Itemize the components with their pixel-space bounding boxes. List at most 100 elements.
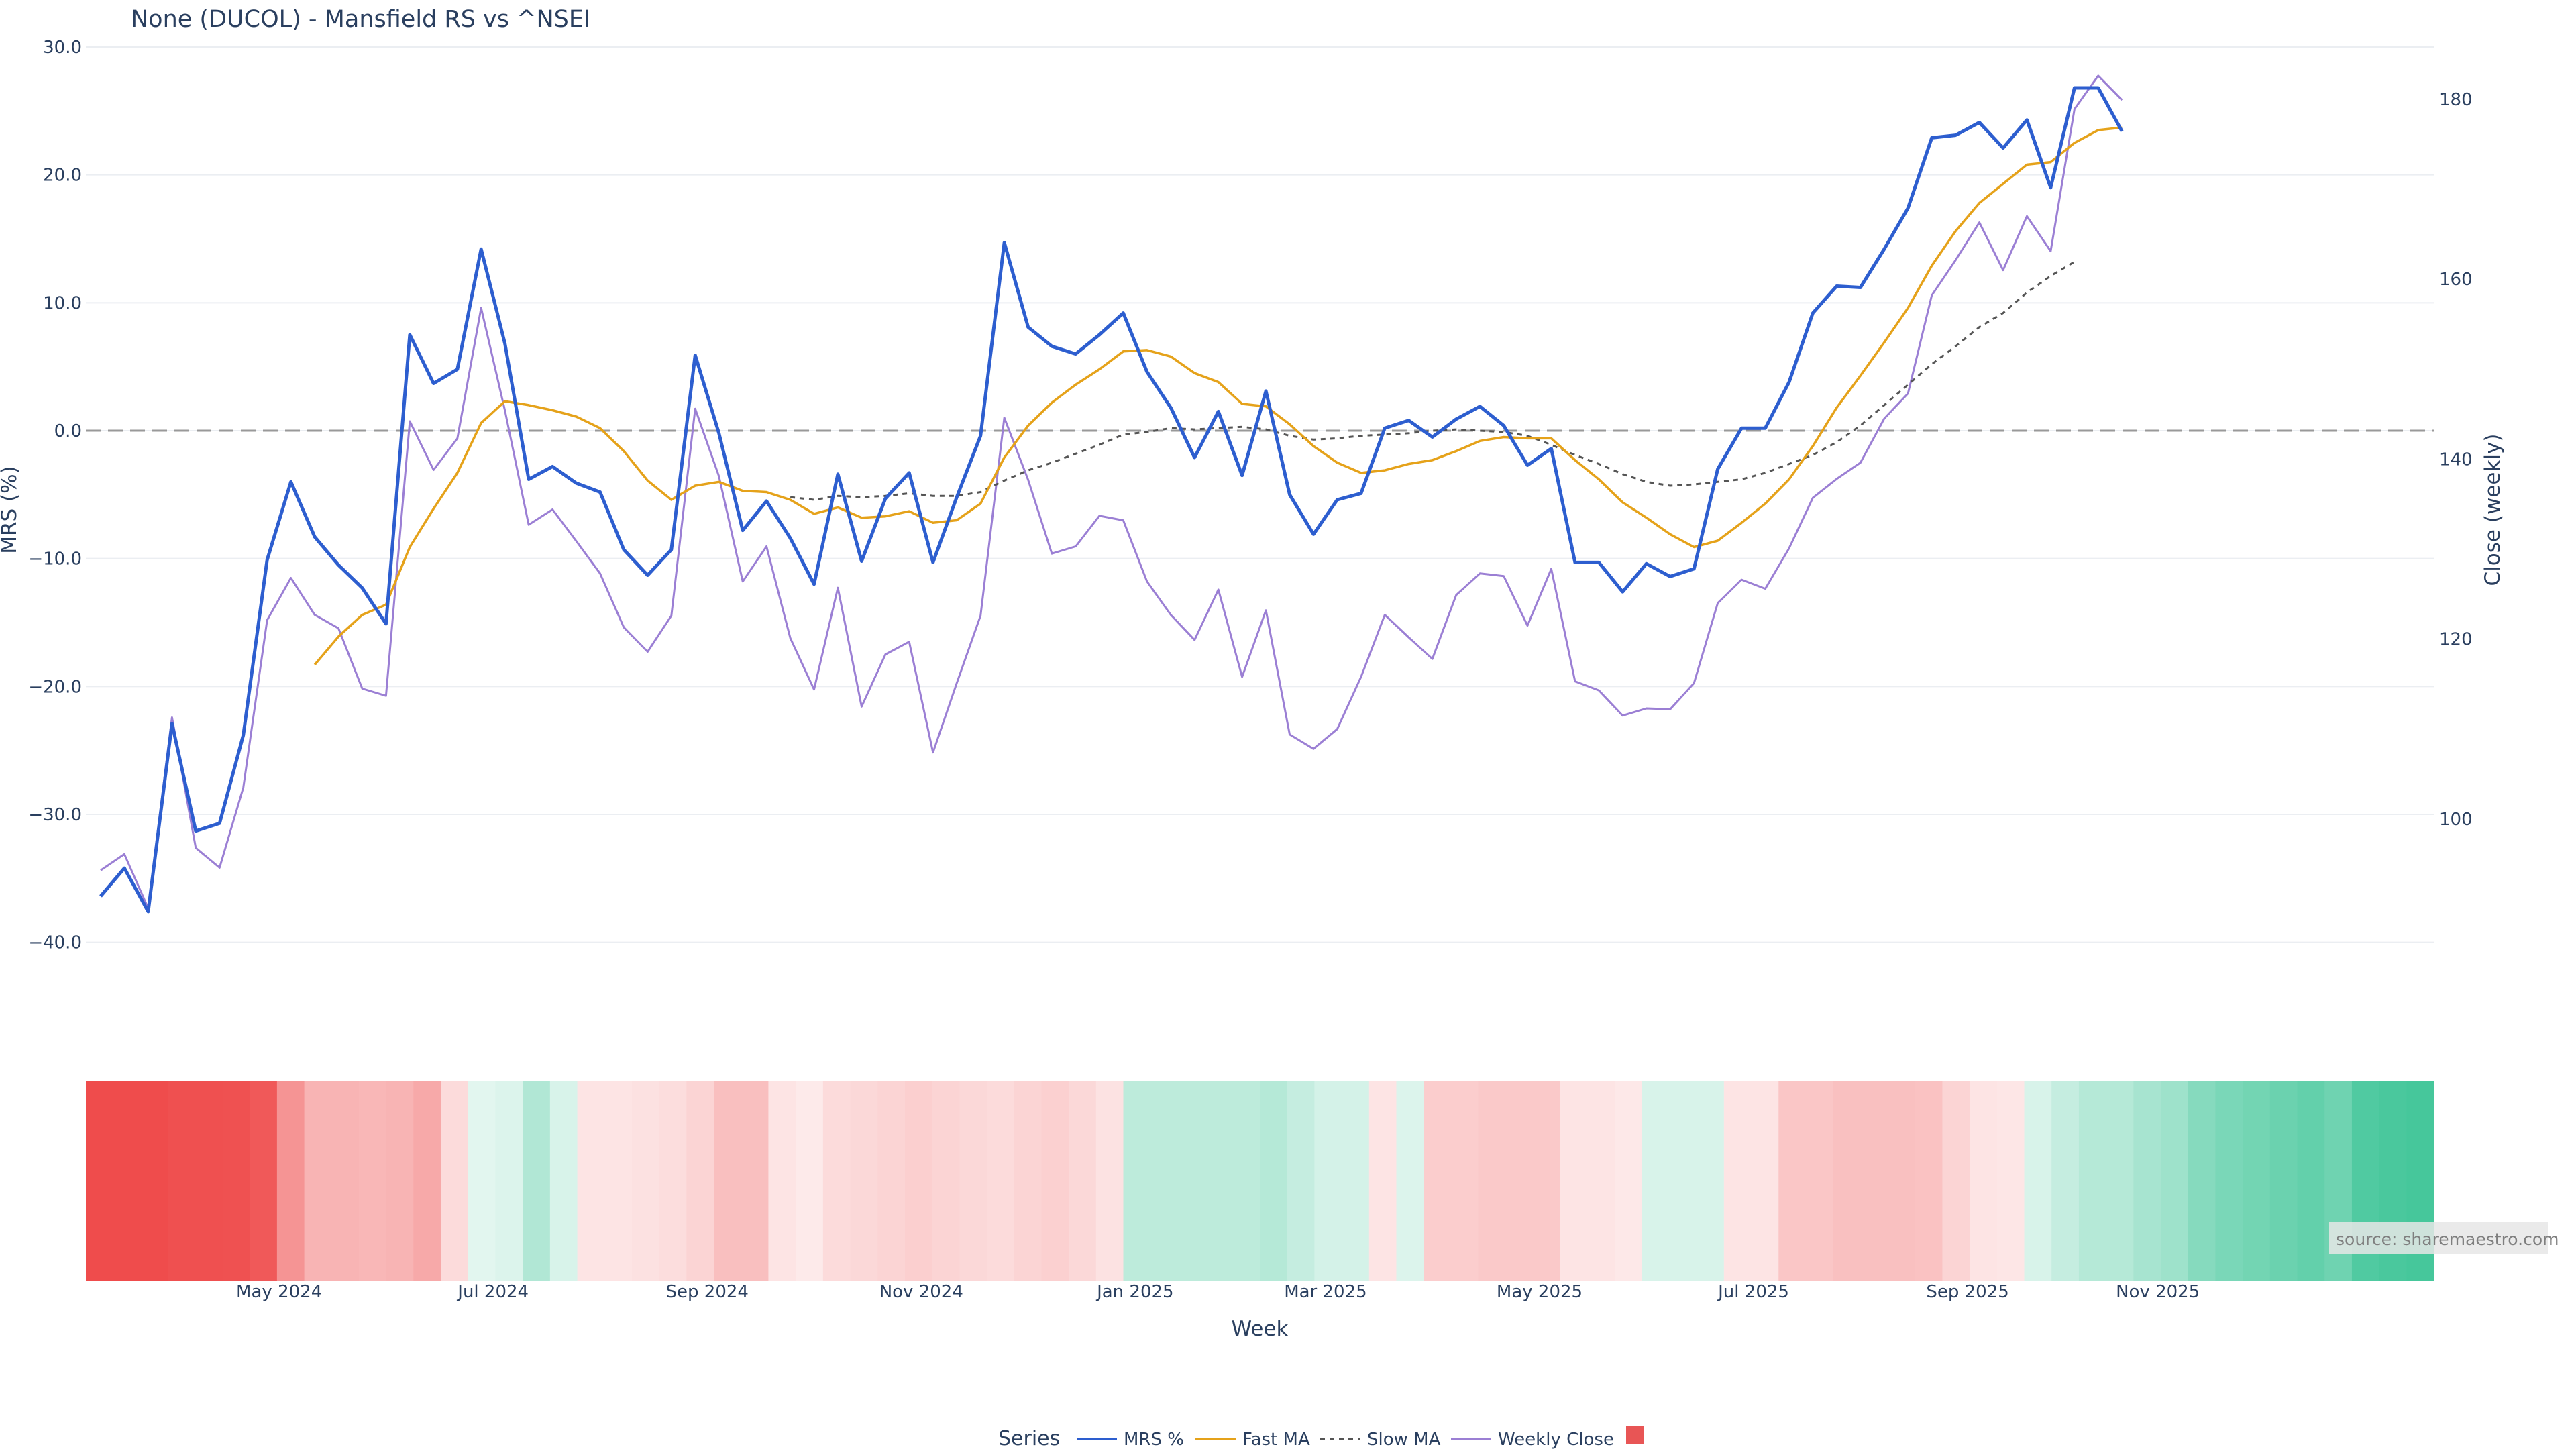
heat-cell [1587, 1081, 1615, 1281]
heat-cell [1041, 1081, 1069, 1281]
heat-cell [2024, 1081, 2053, 1281]
heat-cell [386, 1081, 415, 1281]
legend-heat-marker[interactable] [1626, 1426, 1644, 1444]
heat-cell [1778, 1081, 1807, 1281]
heat-cell [168, 1081, 196, 1281]
heat-cell [686, 1081, 714, 1281]
y2-axis-title: Close (weekly) [2481, 434, 2505, 586]
heat-cell [2243, 1081, 2271, 1281]
heat-cell [1532, 1081, 1561, 1281]
y-tick-label: 30.0 [43, 38, 82, 58]
heat-cell [2297, 1081, 2326, 1281]
slow-ma-line [790, 261, 2076, 501]
heat-cell [822, 1081, 851, 1281]
heat-cell [1014, 1081, 1042, 1281]
heat-cell [631, 1081, 660, 1281]
y-tick-label: −30.0 [28, 805, 82, 825]
heat-cell [1177, 1081, 1206, 1281]
legend-item-fast-ma[interactable]: Fast MA [1195, 1430, 1310, 1449]
heat-cell [1560, 1081, 1589, 1281]
legend-title: Series [998, 1427, 1060, 1449]
x-tick-label: May 2025 [1497, 1282, 1582, 1302]
heat-cell [2188, 1081, 2216, 1281]
heat-cell [768, 1081, 796, 1281]
heat-cell [468, 1081, 496, 1281]
heat-cell [1697, 1081, 1725, 1281]
heat-cell [714, 1081, 742, 1281]
y-axis-ticks: 30.0 20.0 10.0 0.0 −10.0 −20.0 −30.0 −40.0 [28, 38, 82, 953]
x-tick-label: Nov 2025 [2116, 1282, 2200, 1302]
heat-cell [1232, 1081, 1260, 1281]
heat-cell [904, 1081, 933, 1281]
y2-tick-label: 100 [2439, 810, 2473, 830]
x-tick-label: Jan 2025 [1095, 1282, 1174, 1302]
heat-cell [1723, 1081, 1752, 1281]
heat-cell [549, 1081, 578, 1281]
legend-item-slow-ma[interactable]: Slow MA [1320, 1430, 1441, 1449]
heat-cell [877, 1081, 906, 1281]
heat-cell [1642, 1081, 1670, 1281]
y-tick-label: −40.0 [28, 933, 82, 953]
y-tick-label: 0.0 [54, 421, 82, 441]
heat-cell [1260, 1081, 1288, 1281]
legend-label: MRS % [1124, 1430, 1184, 1449]
x-axis-title: Week [1232, 1317, 1289, 1341]
x-tick-label: Nov 2024 [879, 1282, 963, 1302]
heat-cell [1450, 1081, 1479, 1281]
heat-cell [796, 1081, 824, 1281]
x-tick-label: Jul 2025 [1717, 1282, 1789, 1302]
heat-cell [1615, 1081, 1643, 1281]
heat-cell [577, 1081, 606, 1281]
y-tick-label: −10.0 [28, 549, 82, 570]
y-gridlines [86, 46, 2434, 943]
heat-cell [2133, 1081, 2161, 1281]
heat-cell [250, 1081, 278, 1281]
heat-cell [276, 1081, 305, 1281]
heat-cell [2161, 1081, 2189, 1281]
weekly-close-line [100, 74, 2123, 910]
y2-tick-label: 120 [2439, 630, 2473, 650]
heat-cell [850, 1081, 879, 1281]
x-tick-label: Mar 2025 [1284, 1282, 1367, 1302]
heat-cell [304, 1081, 333, 1281]
heat-cell [1505, 1081, 1534, 1281]
legend-item-mrs[interactable]: MRS % [1077, 1430, 1184, 1449]
heat-cell [1287, 1081, 1316, 1281]
heat-cell [113, 1081, 142, 1281]
heat-cell [1942, 1081, 1970, 1281]
y-tick-label: 20.0 [43, 166, 82, 186]
heat-cell [1342, 1081, 1370, 1281]
mrs-line [99, 86, 2124, 914]
x-tick-label: May 2024 [236, 1282, 322, 1302]
heat-cell [358, 1081, 387, 1281]
legend-label: Weekly Close [1498, 1430, 1614, 1449]
y2-tick-label: 160 [2439, 270, 2473, 290]
heat-cell [659, 1081, 688, 1281]
heat-cell [331, 1081, 360, 1281]
heat-cell [1996, 1081, 2025, 1281]
heat-cell [1669, 1081, 1697, 1281]
source-text: source: sharemaestro.com [2336, 1230, 2559, 1249]
heat-cell [987, 1081, 1015, 1281]
y2-axis-ticks: 180 160 140 120 100 [2439, 90, 2473, 830]
legend-item-weekly-close[interactable]: Weekly Close [1451, 1430, 1614, 1449]
heat-cell [2078, 1081, 2107, 1281]
y-tick-label: 10.0 [43, 293, 82, 313]
heat-cell [741, 1081, 769, 1281]
heat-cell [195, 1081, 223, 1281]
heat-cell [140, 1081, 168, 1281]
heat-cell [2215, 1081, 2243, 1281]
legend-label: Fast MA [1242, 1430, 1310, 1449]
heat-cell [1205, 1081, 1234, 1281]
series-lines [99, 74, 2124, 914]
heat-cell [86, 1081, 114, 1281]
heat-cell [495, 1081, 523, 1281]
heat-cell [1095, 1081, 1124, 1281]
legend[interactable]: Series MRS % Fast MA Slow MA Weekly Close [998, 1426, 1644, 1449]
heat-cell [1888, 1081, 1916, 1281]
heat-cell [1478, 1081, 1507, 1281]
y-axis-title: MRS (%) [0, 466, 21, 553]
chart-title: None (DUCOL) - Mansfield RS vs ^NSEI [131, 6, 590, 33]
heat-cell [222, 1081, 250, 1281]
